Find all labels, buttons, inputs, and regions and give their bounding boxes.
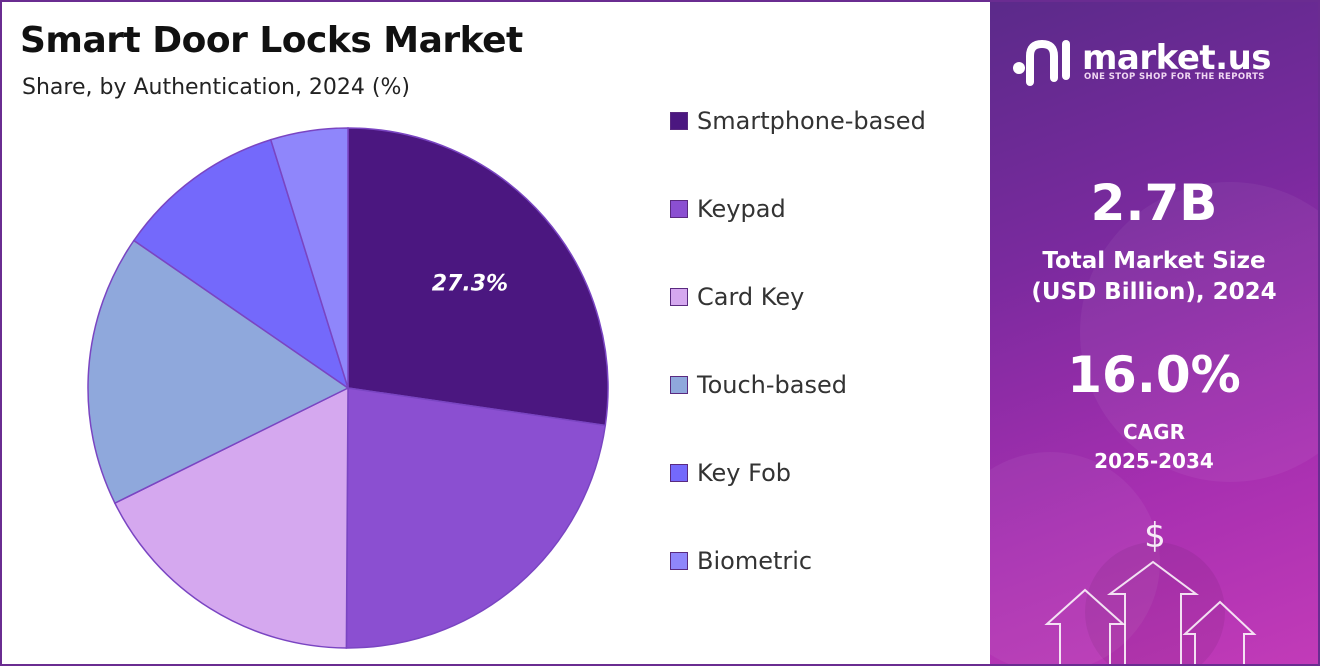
pie-slice-biometric: [269, 127, 349, 389]
legend-swatch: [670, 200, 688, 218]
pie-slice-key-fob: [132, 138, 350, 390]
brand-name: market.us: [1082, 38, 1272, 78]
pie-slice-touch-based: [87, 239, 350, 505]
legend-swatch: [670, 112, 688, 130]
chart-title: Smart Door Locks Market: [20, 20, 523, 61]
legend-label: Smartphone-based: [697, 107, 926, 135]
brand-logo: market.us ONE STOP SHOP FOR THE REPORTS: [1010, 38, 1310, 88]
legend-label: Card Key: [697, 283, 805, 311]
pie-chart: 27.3%: [87, 127, 609, 649]
legend-label: Touch-based: [697, 371, 847, 399]
legend-label: Biometric: [697, 547, 813, 575]
legend-swatch: [670, 464, 688, 482]
up-arrow-icon: [1044, 560, 1257, 664]
pie-slice-keypad: [345, 387, 607, 649]
legend-item-key-fob: Key Fob: [670, 458, 970, 488]
brand-tagline: ONE STOP SHOP FOR THE REPORTS: [1084, 72, 1265, 82]
legend-item-smartphone-based: Smartphone-based: [670, 106, 970, 136]
legend-label: Key Fob: [697, 459, 792, 487]
market-size-label-line1: Total Market Size: [1042, 248, 1266, 274]
legend-item-biometric: Biometric: [670, 546, 970, 576]
pie-slice-smartphone-based: [347, 127, 609, 427]
market-size-value: 2.7B: [1090, 174, 1218, 232]
pie-slice-card-key: [113, 386, 349, 649]
summary-panel: $ market.us ONE STOP SHOP FOR THE REPORT…: [990, 2, 1318, 664]
legend-label: Keypad: [697, 195, 786, 223]
legend-item-touch-based: Touch-based: [670, 370, 970, 400]
legend-swatch: [670, 552, 688, 570]
chart-subtitle: Share, by Authentication, 2024 (%): [22, 75, 410, 100]
dollar-icon: $: [1144, 516, 1166, 556]
legend-swatch: [670, 376, 688, 394]
market-us-logo-icon: [1013, 39, 1070, 86]
cagr-label: CAGR: [1123, 420, 1185, 444]
panel-decoration: $: [990, 182, 1318, 664]
legend-swatch: [670, 288, 688, 306]
pie-data-label: 27.3%: [432, 272, 508, 297]
cagr-value: 16.0%: [1067, 346, 1241, 404]
legend-item-keypad: Keypad: [670, 194, 970, 224]
cagr-period: 2025-2034: [1094, 449, 1214, 473]
market-size-label-line2: (USD Billion), 2024: [1031, 279, 1277, 305]
legend-item-card-key: Card Key: [670, 282, 970, 312]
